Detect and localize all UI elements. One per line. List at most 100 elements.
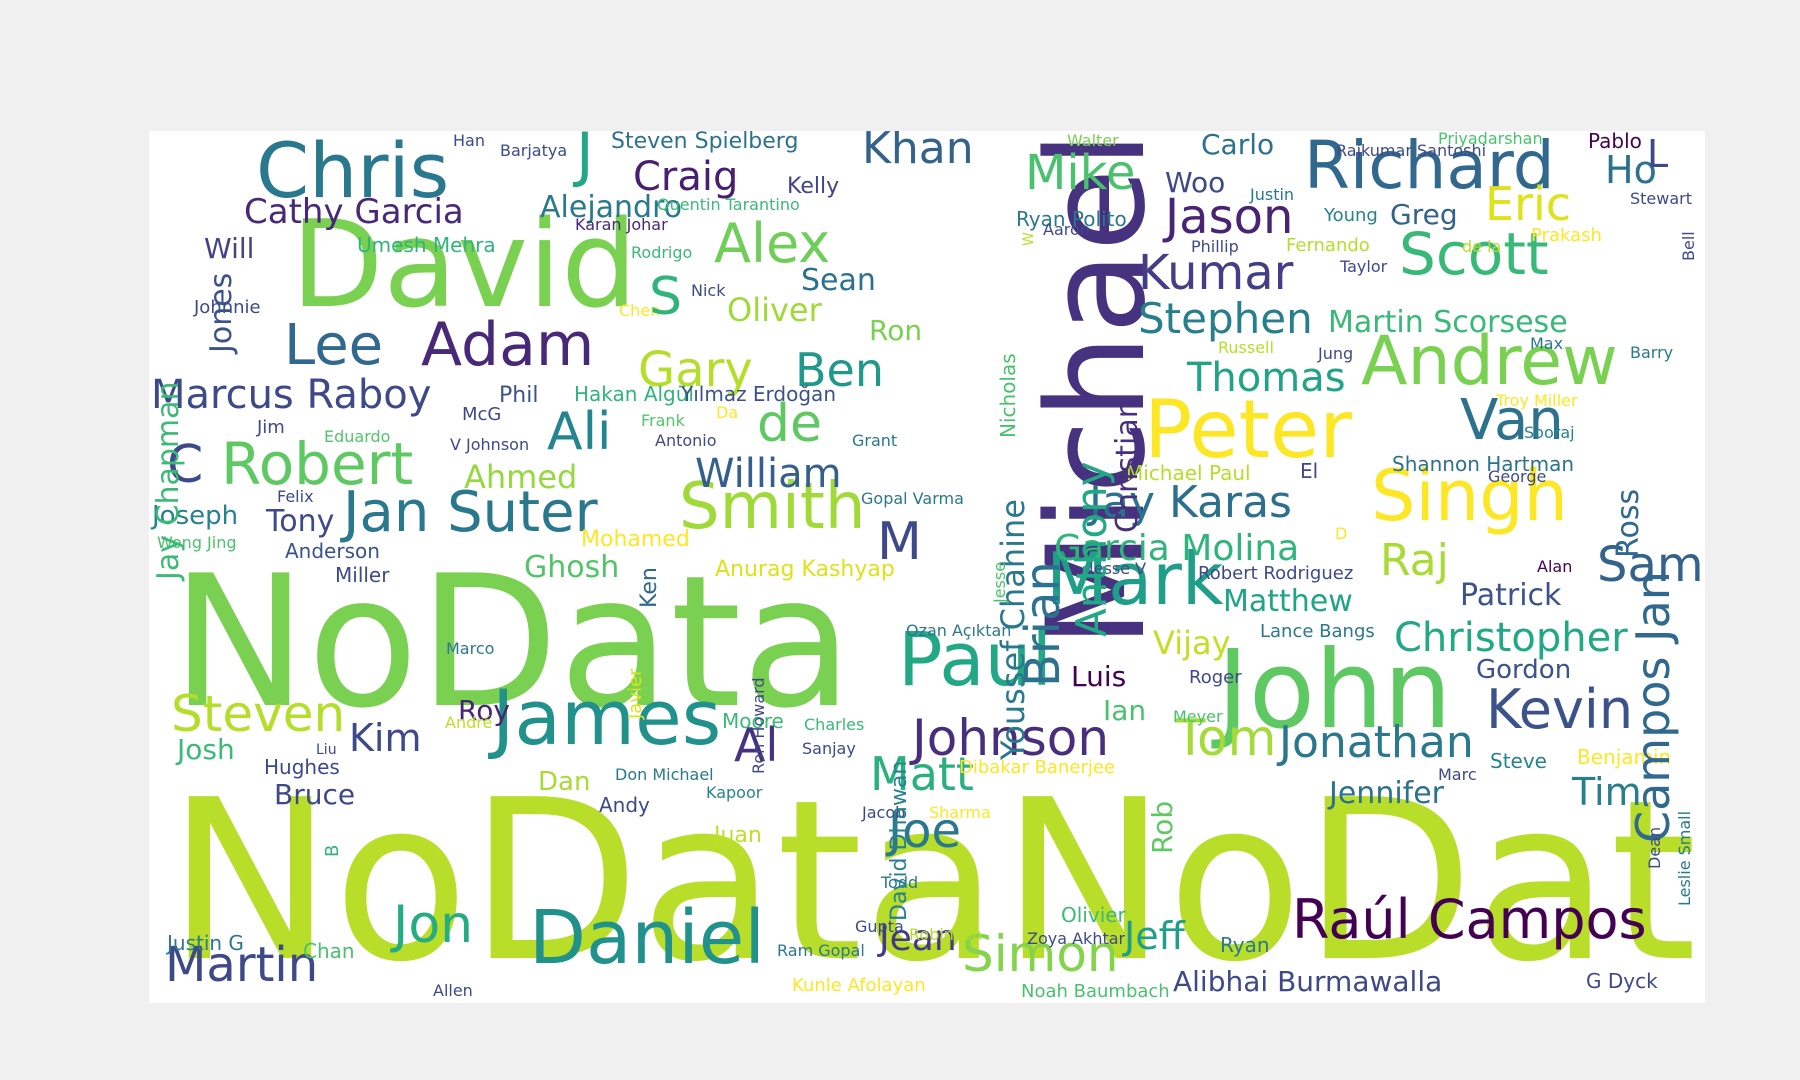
cloud-word-kelly: Kelly: [787, 174, 840, 199]
cloud-word-joe: Joe: [888, 803, 962, 859]
cloud-word-mcg: McG: [462, 404, 502, 425]
cloud-word-shannon-hartman: Shannon Hartman: [1392, 452, 1575, 476]
cloud-word-s: S: [649, 267, 683, 327]
cloud-word-walter: Walter: [1067, 131, 1119, 150]
cloud-word-woo: Woo: [1165, 166, 1226, 199]
cloud-word-wong-jing: Wong Jing: [157, 533, 237, 552]
cloud-word-noah-baumbach: Noah Baumbach: [1021, 981, 1170, 1002]
cloud-word-ken: Ken: [637, 567, 662, 608]
cloud-word-alex: Alex: [714, 212, 831, 275]
cloud-word-scott: Scott: [1399, 220, 1549, 288]
cloud-word-martin-scorsese: Martin Scorsese: [1328, 305, 1568, 340]
cloud-word-mark: Mark: [1046, 537, 1224, 621]
cloud-word-robert-rodriguez: Robert Rodriguez: [1198, 563, 1354, 584]
cloud-word-dibakar-banerjee: Dibakar Banerjee: [959, 757, 1115, 778]
cloud-word-marc: Marc: [1438, 765, 1477, 784]
cloud-word-tim: Tim: [1572, 770, 1642, 814]
cloud-word-ron: Ron: [869, 314, 923, 347]
cloud-word-michael-paul: Michael Paul: [1126, 461, 1251, 485]
cloud-word-c: C: [167, 435, 204, 495]
cloud-word-ryan: Ryan: [1220, 933, 1270, 957]
cloud-word-nodata: NoData: [167, 753, 999, 1003]
cloud-word-jung: Jung: [1318, 344, 1354, 363]
cloud-word-adam: Adam: [421, 310, 595, 380]
cloud-word-karan-johar: Karan Johar: [575, 215, 668, 234]
cloud-word-marcus-raboy: Marcus Raboy: [151, 372, 432, 418]
cloud-word-bell: Bell: [1679, 231, 1698, 261]
cloud-word-steve: Steve: [1490, 749, 1547, 773]
cloud-word-roger: Roger: [1189, 667, 1242, 688]
cloud-word-don-michael: Don Michael: [615, 765, 714, 784]
cloud-word-priyadarshan: Priyadarshan: [1438, 131, 1543, 148]
cloud-word-andr: André: [445, 713, 493, 732]
cloud-word-hughes: Hughes: [264, 755, 340, 779]
cloud-word-meyer: Meyer: [1173, 707, 1223, 726]
cloud-word-oliver: Oliver: [727, 291, 822, 329]
cloud-word-al: Al: [734, 718, 779, 772]
cloud-word-quentin-tarantino: Quentin Tarantino: [657, 195, 800, 214]
cloud-word-george: George: [1488, 467, 1547, 486]
cloud-word-kunle-afolayan: Kunle Afolayan: [792, 975, 926, 996]
cloud-word-justin: Justin: [1250, 185, 1295, 204]
cloud-word-martin: Martin: [165, 937, 319, 993]
cloud-word-w: W: [1021, 232, 1037, 246]
cloud-word-thomas: Thomas: [1187, 355, 1346, 401]
cloud-word-lee: Lee: [284, 313, 384, 378]
cloud-word-jason: Jason: [1165, 189, 1294, 245]
cloud-word-steven: Steven: [171, 685, 346, 743]
cloud-word-patrick: Patrick: [1460, 578, 1562, 613]
cloud-word-steven-spielberg: Steven Spielberg: [611, 131, 799, 154]
cloud-word-ross: Ross: [1611, 488, 1646, 558]
cloud-word-will: Will: [204, 232, 255, 265]
cloud-word-fernando: Fernando: [1286, 235, 1370, 256]
cloud-word-david: David: [291, 196, 638, 335]
cloud-word-ra-l-campos: Raúl Campos: [1292, 888, 1647, 951]
cloud-word-alan: Alan: [1537, 557, 1573, 576]
cloud-word-nicholas: Nicholas: [996, 353, 1020, 438]
cloud-word-phillip: Phillip: [1191, 237, 1239, 256]
cloud-word-da: Da: [716, 403, 739, 422]
cloud-word-sooraj: Sooraj: [1524, 423, 1575, 442]
cloud-word-gopal-varma: Gopal Varma: [861, 489, 964, 508]
cloud-word-gupta: Gupta: [855, 917, 904, 936]
cloud-word-de-la: de la: [1462, 237, 1502, 256]
cloud-word-william: William: [695, 451, 842, 497]
cloud-word-miller: Miller: [335, 563, 390, 587]
cloud-word-anurag-kashyap: Anurag Kashyap: [715, 557, 895, 582]
cloud-word-justin-g: Justin G: [167, 931, 244, 955]
cloud-word-mohamed: Mohamed: [581, 527, 690, 552]
cloud-word-olivier: Olivier: [1061, 903, 1126, 927]
cloud-word-moore: Moore: [722, 709, 784, 733]
cloud-word-jesse-v: Jesse V: [1089, 559, 1147, 578]
cloud-word-robinson: Robinson: [909, 925, 983, 944]
cloud-word-el: El: [1300, 459, 1319, 483]
cloud-word-marco: Marco: [446, 639, 495, 658]
cloud-word-jones: Jones: [204, 272, 239, 353]
cloud-word-peter: Peter: [1144, 383, 1353, 476]
cloud-word-vijay: Vijay: [1153, 624, 1231, 662]
cloud-word-johnnie: Johnnie: [194, 297, 261, 318]
cloud-word-kapoor: Kapoor: [706, 783, 763, 802]
cloud-word-pablo: Pablo: [1588, 131, 1642, 153]
cloud-word-taylor: Taylor: [1340, 257, 1388, 276]
cloud-word-eric: Eric: [1485, 177, 1572, 231]
cloud-word-barjatya: Barjatya: [500, 141, 568, 160]
cloud-word-campos-jan: Campos Jan: [1626, 571, 1680, 843]
cloud-word-dan: Dan: [538, 767, 591, 797]
cloud-word-andrew: Andrew: [1361, 322, 1618, 401]
cloud-word-joseph: Joseph: [152, 501, 239, 531]
cloud-word-ghosh: Ghosh: [524, 550, 620, 585]
cloud-word-chen: Chen: [619, 301, 661, 320]
cloud-word-david-dhawan: David Dhawan: [887, 760, 912, 921]
cloud-word-allen: Allen: [433, 981, 473, 1000]
cloud-word-raj: Raj: [1380, 535, 1449, 586]
cloud-word-troy-miller: Troy Miller: [1496, 391, 1578, 410]
cloud-word-ho: Ho: [1605, 148, 1657, 192]
cloud-word-grant: Grant: [852, 431, 898, 450]
cloud-word-gordon: Gordon: [1476, 655, 1572, 685]
cloud-word-robert: Robert: [221, 430, 414, 498]
cloud-word-cathy-garcia: Cathy Garcia: [244, 192, 464, 232]
cloud-word-barry: Barry: [1630, 343, 1674, 362]
cloud-word-alibhai-burmawalla: Alibhai Burmawalla: [1173, 965, 1443, 998]
cloud-word-rob: Rob: [1146, 800, 1179, 854]
